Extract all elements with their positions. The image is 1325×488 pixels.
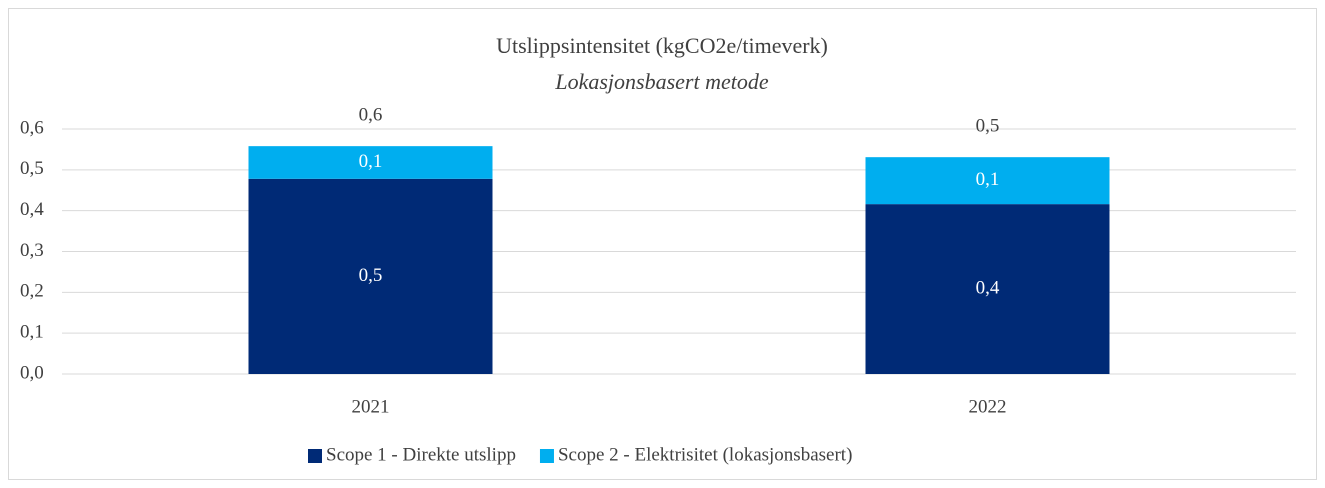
x-tick-label: 2021 — [352, 396, 390, 417]
data-label: 0,1 — [359, 151, 383, 172]
total-label: 0,6 — [359, 105, 383, 126]
legend-swatch — [539, 449, 554, 463]
x-tick-label: 2022 — [969, 396, 1007, 417]
data-label: 0,5 — [359, 265, 383, 286]
y-tick-label: 0,0 — [20, 362, 44, 383]
total-label: 0,5 — [976, 116, 1000, 137]
legend-label: Scope 1 - Direkte utslipp — [326, 444, 516, 465]
data-label: 0,1 — [976, 169, 1000, 190]
bar-segment — [248, 178, 493, 374]
y-tick-label: 0,4 — [20, 199, 44, 220]
y-tick-label: 0,6 — [20, 117, 44, 138]
legend-label: Scope 2 - Elektrisitet (lokasjonsbasert) — [558, 444, 852, 465]
legend-swatch — [308, 449, 322, 463]
y-tick-label: 0,1 — [20, 322, 44, 343]
chart-title: Utslippsintensitet (kgCO2e/timeverk) — [496, 33, 828, 58]
bar-segment — [248, 146, 493, 179]
chart-subtitle: Lokasjonsbasert metode — [554, 69, 769, 94]
bar-segment — [865, 157, 1110, 205]
bar-segment — [865, 204, 1110, 374]
data-label: 0,4 — [976, 277, 1000, 298]
y-tick-label: 0,2 — [20, 281, 44, 302]
y-tick-label: 0,5 — [20, 158, 44, 179]
y-tick-label: 0,3 — [20, 240, 44, 261]
